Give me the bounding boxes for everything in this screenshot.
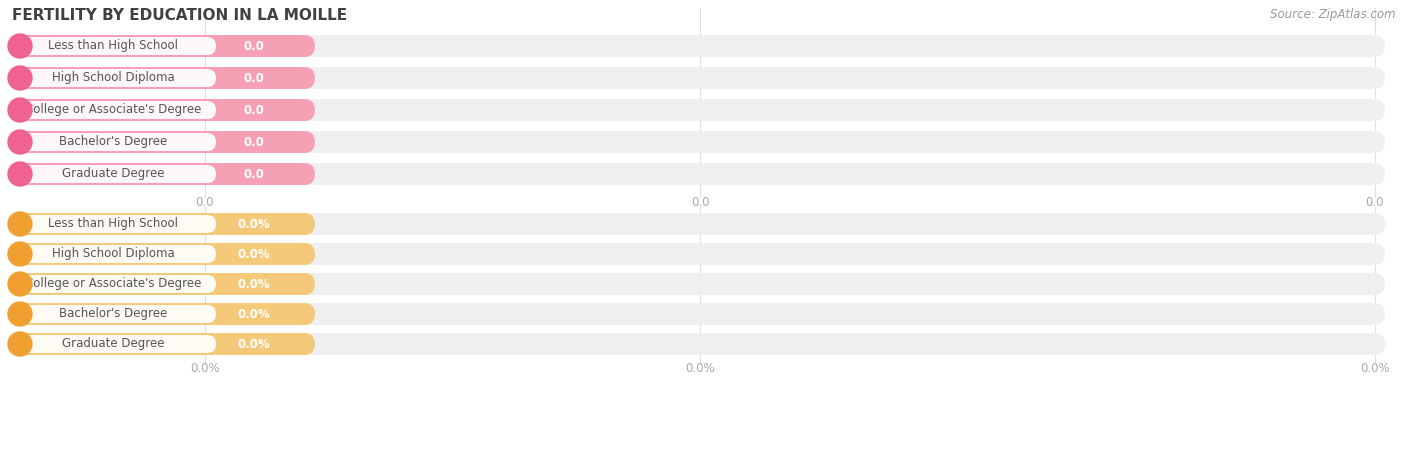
FancyBboxPatch shape bbox=[10, 163, 315, 185]
FancyBboxPatch shape bbox=[10, 213, 315, 235]
Circle shape bbox=[8, 302, 32, 326]
Text: 0.0: 0.0 bbox=[690, 196, 709, 208]
Text: Source: ZipAtlas.com: Source: ZipAtlas.com bbox=[1271, 8, 1396, 21]
Circle shape bbox=[8, 242, 32, 266]
FancyBboxPatch shape bbox=[10, 333, 1385, 355]
Text: High School Diploma: High School Diploma bbox=[52, 71, 174, 85]
Text: 0.0%: 0.0% bbox=[238, 278, 270, 290]
Text: 0.0%: 0.0% bbox=[190, 363, 219, 376]
FancyBboxPatch shape bbox=[10, 273, 315, 295]
Text: 0.0: 0.0 bbox=[243, 103, 264, 117]
FancyBboxPatch shape bbox=[10, 333, 315, 355]
Text: 0.0: 0.0 bbox=[243, 71, 264, 85]
Text: High School Diploma: High School Diploma bbox=[52, 248, 174, 260]
Circle shape bbox=[8, 34, 32, 58]
Text: Bachelor's Degree: Bachelor's Degree bbox=[59, 307, 167, 320]
Text: Less than High School: Less than High School bbox=[48, 40, 179, 52]
FancyBboxPatch shape bbox=[11, 245, 217, 263]
FancyBboxPatch shape bbox=[11, 133, 217, 151]
FancyBboxPatch shape bbox=[11, 275, 217, 293]
Text: College or Associate's Degree: College or Associate's Degree bbox=[25, 278, 201, 290]
Circle shape bbox=[8, 212, 32, 236]
FancyBboxPatch shape bbox=[11, 335, 217, 353]
Text: 0.0%: 0.0% bbox=[238, 218, 270, 230]
FancyBboxPatch shape bbox=[10, 35, 1385, 57]
FancyBboxPatch shape bbox=[10, 243, 1385, 265]
Circle shape bbox=[8, 332, 32, 356]
FancyBboxPatch shape bbox=[10, 35, 315, 57]
FancyBboxPatch shape bbox=[11, 101, 217, 119]
Text: 0.0%: 0.0% bbox=[685, 363, 714, 376]
Text: 0.0: 0.0 bbox=[243, 40, 264, 52]
Text: Bachelor's Degree: Bachelor's Degree bbox=[59, 136, 167, 149]
Text: 0.0%: 0.0% bbox=[1360, 363, 1389, 376]
FancyBboxPatch shape bbox=[11, 215, 217, 233]
Text: FERTILITY BY EDUCATION IN LA MOILLE: FERTILITY BY EDUCATION IN LA MOILLE bbox=[13, 8, 347, 23]
FancyBboxPatch shape bbox=[10, 273, 1385, 295]
Circle shape bbox=[8, 272, 32, 296]
Text: 0.0: 0.0 bbox=[1365, 196, 1385, 208]
FancyBboxPatch shape bbox=[10, 213, 1385, 235]
Circle shape bbox=[8, 66, 32, 90]
FancyBboxPatch shape bbox=[10, 243, 315, 265]
Text: 0.0%: 0.0% bbox=[238, 307, 270, 320]
FancyBboxPatch shape bbox=[11, 69, 217, 87]
FancyBboxPatch shape bbox=[11, 37, 217, 55]
Text: Graduate Degree: Graduate Degree bbox=[62, 337, 165, 350]
Text: 0.0: 0.0 bbox=[243, 168, 264, 180]
Circle shape bbox=[8, 98, 32, 122]
FancyBboxPatch shape bbox=[10, 303, 315, 325]
Text: 0.0%: 0.0% bbox=[238, 337, 270, 350]
FancyBboxPatch shape bbox=[11, 165, 217, 183]
Text: College or Associate's Degree: College or Associate's Degree bbox=[25, 103, 201, 117]
FancyBboxPatch shape bbox=[10, 303, 1385, 325]
FancyBboxPatch shape bbox=[10, 67, 1385, 89]
Text: Graduate Degree: Graduate Degree bbox=[62, 168, 165, 180]
Circle shape bbox=[8, 130, 32, 154]
Text: 0.0: 0.0 bbox=[195, 196, 214, 208]
FancyBboxPatch shape bbox=[10, 99, 1385, 121]
Circle shape bbox=[8, 162, 32, 186]
FancyBboxPatch shape bbox=[10, 131, 1385, 153]
Text: 0.0%: 0.0% bbox=[238, 248, 270, 260]
FancyBboxPatch shape bbox=[10, 99, 315, 121]
FancyBboxPatch shape bbox=[11, 305, 217, 323]
Text: 0.0: 0.0 bbox=[243, 136, 264, 149]
FancyBboxPatch shape bbox=[10, 67, 315, 89]
FancyBboxPatch shape bbox=[10, 163, 1385, 185]
FancyBboxPatch shape bbox=[10, 131, 315, 153]
Text: Less than High School: Less than High School bbox=[48, 218, 179, 230]
